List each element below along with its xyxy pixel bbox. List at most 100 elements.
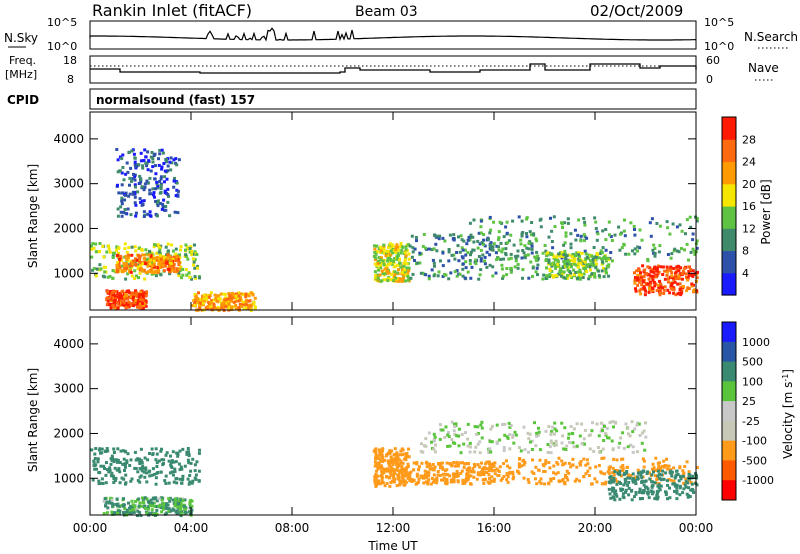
echo-cell bbox=[631, 478, 635, 482]
echo-cell bbox=[566, 478, 570, 482]
echo-cell bbox=[499, 241, 503, 245]
echo-cell bbox=[109, 306, 113, 310]
echo-cell bbox=[529, 440, 532, 444]
echo-cell bbox=[525, 217, 529, 221]
echo-cell bbox=[180, 467, 184, 471]
echo-cell bbox=[478, 273, 482, 277]
nave-tick-60: 60 bbox=[706, 54, 720, 67]
echo-cell bbox=[187, 454, 191, 458]
echo-cell bbox=[152, 265, 156, 269]
echo-cell bbox=[650, 492, 654, 496]
echo-cell bbox=[550, 429, 554, 433]
echo-cell bbox=[386, 257, 390, 261]
echo-cell bbox=[176, 257, 180, 261]
echo-cell bbox=[478, 451, 482, 455]
echo-cell bbox=[468, 469, 472, 473]
echo-cell bbox=[670, 271, 674, 275]
echo-cell bbox=[375, 483, 379, 487]
echo-cell bbox=[201, 301, 205, 305]
echo-cell bbox=[466, 444, 470, 448]
echo-cell bbox=[191, 457, 195, 461]
echo-cell bbox=[447, 248, 451, 251]
echo-cell bbox=[379, 279, 383, 283]
echo-cell bbox=[120, 171, 124, 175]
echo-cell bbox=[460, 246, 464, 250]
echo-cell bbox=[452, 253, 456, 257]
echo-cell bbox=[155, 452, 159, 456]
echo-cell bbox=[129, 268, 133, 272]
echo-cell bbox=[516, 470, 520, 473]
echo-cell bbox=[427, 471, 431, 475]
echo-cell bbox=[133, 245, 137, 249]
echo-cell bbox=[140, 469, 144, 473]
echo-cell bbox=[668, 496, 672, 500]
echo-cell bbox=[144, 271, 148, 274]
echo-cell bbox=[141, 166, 145, 170]
echo-cell bbox=[547, 481, 551, 485]
echo-cell bbox=[227, 306, 231, 310]
echo-cell bbox=[166, 200, 170, 204]
echo-cell bbox=[404, 455, 408, 459]
echo-cell bbox=[665, 273, 669, 277]
echo-cell bbox=[489, 427, 493, 431]
echo-cell bbox=[178, 253, 182, 257]
colorbar-tick-label: 24 bbox=[742, 156, 756, 169]
echo-cell bbox=[459, 471, 463, 475]
echo-cell bbox=[133, 269, 137, 273]
echo-cell bbox=[482, 473, 486, 476]
echo-cell bbox=[122, 477, 126, 481]
echo-cell bbox=[634, 491, 638, 494]
echo-cell bbox=[120, 199, 124, 203]
beam-label: Beam 03 bbox=[355, 4, 418, 20]
echo-cell bbox=[240, 305, 243, 308]
echo-cell bbox=[542, 273, 546, 277]
echo-cell bbox=[434, 242, 438, 246]
echo-cell bbox=[461, 262, 465, 266]
echo-cell bbox=[662, 459, 666, 463]
echo-cell bbox=[126, 207, 130, 211]
echo-cell bbox=[169, 262, 173, 266]
echo-cell bbox=[373, 270, 377, 274]
echo-cell bbox=[614, 420, 618, 424]
echo-cell bbox=[116, 458, 120, 462]
echo-cell bbox=[666, 467, 670, 471]
echo-cell bbox=[677, 274, 681, 278]
echo-cell bbox=[479, 257, 483, 261]
echo-cell bbox=[569, 242, 573, 246]
echo-cell bbox=[124, 193, 127, 197]
echo-cell bbox=[132, 299, 136, 303]
echo-cell bbox=[134, 185, 137, 189]
echo-cell bbox=[555, 256, 558, 260]
echo-cell bbox=[103, 497, 107, 501]
echo-cell bbox=[525, 232, 528, 235]
echo-cell bbox=[394, 460, 398, 464]
echo-cell bbox=[601, 229, 605, 233]
echo-cell bbox=[522, 425, 526, 429]
echo-cell bbox=[425, 472, 429, 476]
echo-cell bbox=[120, 303, 124, 307]
echo-cell bbox=[179, 265, 183, 269]
echo-cell bbox=[461, 256, 465, 260]
echo-cell bbox=[528, 432, 532, 436]
echo-cell bbox=[244, 301, 248, 305]
echo-cell bbox=[114, 297, 118, 300]
echo-cell bbox=[214, 307, 218, 311]
echo-cell bbox=[644, 435, 648, 439]
echo-cell bbox=[518, 446, 521, 449]
echo-cell bbox=[687, 265, 691, 269]
echo-cell bbox=[524, 254, 528, 257]
echo-cell bbox=[231, 291, 235, 295]
echo-cell bbox=[683, 465, 687, 469]
echo-cell bbox=[466, 462, 470, 466]
echo-cell bbox=[604, 267, 608, 271]
echo-cell bbox=[179, 514, 183, 518]
echo-cell bbox=[508, 447, 512, 451]
echo-cell bbox=[509, 233, 513, 237]
echo-cell bbox=[573, 257, 577, 261]
echo-cell bbox=[394, 246, 398, 250]
echo-cell bbox=[650, 287, 653, 291]
echo-cell bbox=[642, 469, 646, 473]
echo-cell bbox=[165, 451, 169, 455]
echo-cell bbox=[150, 251, 154, 255]
echo-cell bbox=[118, 303, 122, 307]
